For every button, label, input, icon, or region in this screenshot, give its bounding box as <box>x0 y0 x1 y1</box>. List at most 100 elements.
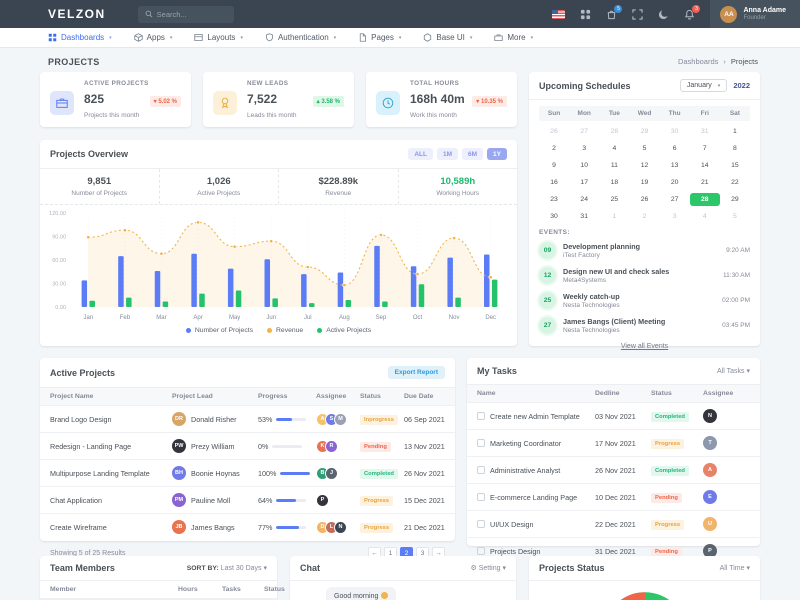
calendar-day[interactable]: 3 <box>582 145 587 152</box>
event-item[interactable]: 09 Development planning iTest Factory 9:20 … <box>529 238 760 263</box>
calendar-day[interactable]: 8 <box>733 145 737 152</box>
overview-stat-label: Revenue <box>325 190 352 197</box>
nav-item-layouts[interactable]: Layouts ▾ <box>194 33 243 42</box>
nav-item-authentication[interactable]: Authentication ▾ <box>265 33 336 42</box>
calendar-day[interactable]: 30 <box>670 128 679 135</box>
nav-item-apps[interactable]: Apps ▾ <box>133 33 172 42</box>
calendar-day[interactable]: 4 <box>702 213 707 220</box>
status-filter-dropdown[interactable]: All Time ▾ <box>719 565 750 572</box>
nav-item-base-ui[interactable]: Base UI ▾ <box>423 33 472 42</box>
status-badge: Completed <box>651 465 689 476</box>
moon-icon <box>659 9 669 19</box>
filter-button-1m[interactable]: 1M <box>436 148 459 160</box>
calendar-day[interactable]: 29 <box>640 128 649 135</box>
filter-button-6m[interactable]: 6M <box>462 148 484 160</box>
calendar-day[interactable]: 24 <box>580 196 588 203</box>
status-badge: Pending <box>651 546 682 557</box>
calendar-day[interactable]: 12 <box>640 162 649 169</box>
calendar-day[interactable]: 18 <box>610 179 619 186</box>
dark-mode-button[interactable] <box>658 9 669 20</box>
task-checkbox[interactable] <box>477 412 485 420</box>
task-name-cell: Marketing Coordinator <box>477 439 595 448</box>
search-box[interactable] <box>137 5 234 23</box>
task-checkbox[interactable] <box>477 547 485 555</box>
lead-name: James Bangs <box>191 522 235 532</box>
event-item[interactable]: 12 Design new UI and check sales Meta4Syst… <box>529 263 760 288</box>
calendar-day[interactable]: 1 <box>612 213 617 220</box>
event-item[interactable]: 27 James Bangs (Client) Meeting Nesta Tech… <box>529 313 760 338</box>
calendar-day[interactable]: 2 <box>642 213 647 220</box>
calendar-day[interactable]: 4 <box>612 145 617 152</box>
tasks-filter-dropdown[interactable]: All Tasks ▾ <box>717 368 750 375</box>
calendar-day[interactable]: 9 <box>552 162 556 169</box>
fullscreen-icon <box>632 8 644 20</box>
nav-item-pages[interactable]: Pages ▾ <box>358 33 401 42</box>
calendar-day[interactable]: 21 <box>700 179 709 186</box>
nav-item-more[interactable]: More ▾ <box>494 33 533 42</box>
calendar-day[interactable]: 2 <box>552 145 556 152</box>
calendar-day[interactable]: 17 <box>580 179 588 186</box>
chevron-down-icon: ▾ <box>717 82 721 89</box>
filter-button-all[interactable]: ALL <box>408 148 433 160</box>
avatar: PM <box>172 493 186 507</box>
calendar-day[interactable]: 31 <box>580 213 588 220</box>
month-select[interactable]: January ▾ <box>679 79 728 92</box>
avatar: PW <box>172 439 186 453</box>
fullscreen-button[interactable] <box>632 8 644 20</box>
calendar-day[interactable]: 13 <box>670 162 679 169</box>
calendar-day[interactable]: 22 <box>731 179 739 186</box>
chat-setting-dropdown[interactable]: ⚙ Setting ▾ <box>470 565 507 572</box>
event-item[interactable]: 25 Weekly catch-up Nesta Technologies 02:00… <box>529 288 760 313</box>
calendar-day[interactable]: 26 <box>550 128 558 135</box>
task-checkbox[interactable] <box>477 520 485 528</box>
calendar-day[interactable]: 19 <box>640 179 649 186</box>
calendar-day[interactable]: 5 <box>733 213 737 220</box>
calendar-day[interactable]: 27 <box>670 196 679 203</box>
calendar-day[interactable]: 28 <box>610 128 619 135</box>
table-row: E-commerce Landing Page 10 Dec 2021 Pendin… <box>467 483 760 510</box>
calendar-day[interactable]: 10 <box>580 162 588 169</box>
calendar-day[interactable]: 5 <box>642 145 647 152</box>
calendar-day[interactable]: 1 <box>733 128 737 135</box>
calendar-day[interactable]: 6 <box>672 145 677 152</box>
filter-button-1y[interactable]: 1Y <box>487 148 507 160</box>
table-row: Chat Application PM Pauline Moll 64% P Progre… <box>40 486 455 513</box>
table-row: Multipurpose Landing Template BH Boonie Ho… <box>40 459 455 486</box>
task-checkbox[interactable] <box>477 439 485 447</box>
calendar-day[interactable]: 26 <box>640 196 649 203</box>
avatar: R <box>325 439 338 453</box>
calendar-day[interactable]: 15 <box>731 162 739 169</box>
export-report-button[interactable]: Export Report <box>387 366 445 379</box>
task-checkbox[interactable] <box>477 466 485 474</box>
calendar-day[interactable]: 30 <box>550 213 558 220</box>
notifications-button[interactable]: 3 <box>684 4 701 20</box>
calendar-day[interactable]: 25 <box>610 196 619 203</box>
event-time: 11:30 AM <box>723 272 750 279</box>
calendar-day[interactable]: 16 <box>550 179 558 186</box>
breadcrumb-dashboards[interactable]: Dashboards <box>677 57 719 66</box>
cart-button[interactable]: 5 <box>606 4 623 20</box>
calendar-day[interactable]: 20 <box>670 179 679 186</box>
clock-icon <box>382 97 394 109</box>
language-flag-button[interactable] <box>552 9 566 19</box>
calendar-day[interactable]: 23 <box>550 196 558 203</box>
search-input[interactable] <box>156 9 227 19</box>
logo[interactable]: VELZON <box>48 7 106 21</box>
team-sort-dropdown[interactable]: SORT BY: Last 30 Days ▾ <box>186 565 267 572</box>
calendar-day[interactable]: 28 <box>689 193 720 206</box>
apps-grid-button[interactable] <box>580 9 591 20</box>
user-menu[interactable]: AA Anna Adame Founder <box>710 0 800 28</box>
topbar: VELZON 5 3 AA <box>0 0 800 28</box>
calendar-day[interactable]: 3 <box>672 213 677 220</box>
calendar-day[interactable]: 27 <box>580 128 588 135</box>
calendar-day[interactable]: 14 <box>700 162 709 169</box>
calendar-day[interactable]: 7 <box>702 145 707 152</box>
calendar-day[interactable]: 29 <box>731 196 739 203</box>
nav-item-dashboards[interactable]: Dashboards ▾ <box>48 33 112 42</box>
svg-text:0.00: 0.00 <box>55 305 66 311</box>
my-tasks-rows: Create new Admin Template 03 Nov 2021 Comp… <box>467 402 760 564</box>
calendar-day[interactable]: 31 <box>700 128 709 135</box>
view-all-events-link[interactable]: View all Events <box>620 343 669 350</box>
task-checkbox[interactable] <box>477 493 485 501</box>
calendar-day[interactable]: 11 <box>610 162 618 169</box>
